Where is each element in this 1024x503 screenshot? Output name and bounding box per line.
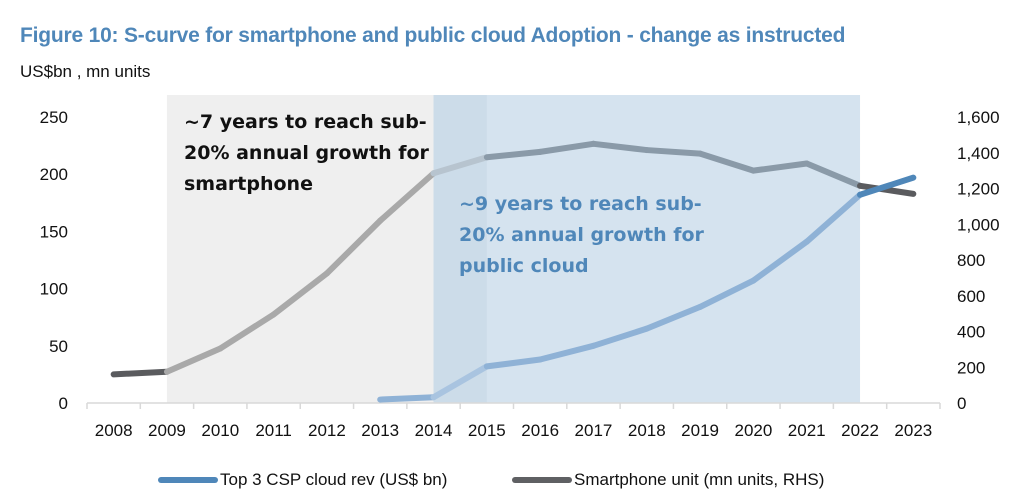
smartphone-line-segment xyxy=(110,368,170,378)
left-y-tick-label: 150 xyxy=(40,222,68,241)
smartphone-line-segment xyxy=(857,182,917,197)
left-y-tick-label: 0 xyxy=(59,394,68,413)
cloud-line-segment xyxy=(857,174,917,198)
smartphone-line-segment xyxy=(270,270,330,318)
legend-label-cloud: Top 3 CSP cloud rev (US$ bn) xyxy=(220,470,448,489)
left-y-tick-label: 50 xyxy=(49,337,68,356)
x-tick-label: 2018 xyxy=(628,421,666,440)
x-tick-label: 2010 xyxy=(201,421,239,440)
smartphone-line-segment xyxy=(643,147,704,157)
x-tick-label: 2017 xyxy=(575,421,613,440)
smartphone-line-segment xyxy=(697,150,757,174)
smartphone-line-segment xyxy=(323,217,384,277)
cloud-line-segment xyxy=(537,342,597,363)
cloud-line-segment xyxy=(697,277,757,310)
annotation-smartphone-line: smartphone xyxy=(184,173,313,195)
x-tick-label: 2023 xyxy=(894,421,932,440)
cloud-line-segment xyxy=(750,238,810,284)
right-y-tick-label: 0 xyxy=(957,394,966,413)
right-y-tick-label: 800 xyxy=(957,251,985,270)
smartphone-line-segment xyxy=(377,170,437,224)
cloud-line-segment xyxy=(483,356,544,370)
x-tick-label: 2016 xyxy=(521,421,559,440)
annotation-cloud-line: 20% annual growth for xyxy=(459,224,705,246)
smartphone-line-segment xyxy=(537,140,597,155)
right-y-tick-label: 1,000 xyxy=(957,215,1000,234)
axes: 2008 2009 2010 2011 2012 2013 2014 2015 2016 2017… xyxy=(40,108,1000,440)
smartphone-line-segment xyxy=(430,154,490,177)
legend: Top 3 CSP cloud rev (US$ bn) Smartphone … xyxy=(0,470,1024,496)
left-y-tick-label: 200 xyxy=(40,165,68,184)
x-tick-label: 2008 xyxy=(95,421,133,440)
smartphone-line-segment xyxy=(750,160,810,174)
chart-title: Figure 10: S-curve for smartphone and pu… xyxy=(20,24,846,47)
x-tick-label: 2019 xyxy=(681,421,719,440)
annotation-cloud-line: public cloud xyxy=(459,255,589,277)
left-y-tick-label: 250 xyxy=(40,108,68,127)
cloud-line-segment xyxy=(590,325,650,349)
legend-swatch-smartphone xyxy=(512,477,572,483)
shade-overlap xyxy=(433,95,487,403)
smartphone-line-segment xyxy=(217,311,277,352)
legend-item-smartphone: Smartphone unit (mn units, RHS) xyxy=(512,470,824,490)
smartphone-line-segment xyxy=(483,148,544,161)
x-tick-label: 2011 xyxy=(255,421,292,440)
right-y-tick-label: 200 xyxy=(957,358,985,377)
right-y-tick-label: 1,600 xyxy=(957,108,1000,127)
annotation-cloud-line: ~9 years to reach sub- xyxy=(459,193,702,215)
series-lines xyxy=(110,140,917,403)
right-y-tick-label: 1,400 xyxy=(957,144,1000,163)
annotations: ~7 years to reach sub- 20% annual growth … xyxy=(184,111,705,277)
x-tick-label: 2013 xyxy=(361,421,399,440)
left-y-tick-label: 100 xyxy=(40,280,68,299)
right-y-tick-label: 400 xyxy=(957,323,985,342)
shaded-regions xyxy=(166,95,861,403)
legend-swatch-cloud xyxy=(158,477,218,483)
cloud-line-segment xyxy=(430,363,490,401)
smartphone-line-segment xyxy=(590,140,650,154)
annotation-smartphone-line: ~7 years to reach sub- xyxy=(184,111,427,133)
cloud-line-segment xyxy=(803,191,864,245)
x-tick-label: 2022 xyxy=(841,421,879,440)
right-y-tick-label: 1,200 xyxy=(957,180,1000,199)
right-y-tick-label: 600 xyxy=(957,287,985,306)
x-tick-label: 2015 xyxy=(468,421,506,440)
legend-item-cloud: Top 3 CSP cloud rev (US$ bn) xyxy=(158,470,447,490)
x-tick-label: 2014 xyxy=(415,421,453,440)
smartphone-line-segment xyxy=(803,160,864,189)
legend-label-smartphone: Smartphone unit (mn units, RHS) xyxy=(574,470,825,489)
smartphone-line-segment xyxy=(163,345,224,375)
x-tick-label: 2020 xyxy=(734,421,772,440)
shade-cloud-adoption-period xyxy=(433,95,861,403)
x-tick-label: 2012 xyxy=(308,421,346,440)
x-tick-label: 2009 xyxy=(148,421,186,440)
x-tick-label: 2021 xyxy=(788,421,826,440)
units-label: US$bn , mn units xyxy=(20,62,151,81)
cloud-line-segment xyxy=(377,394,437,403)
annotation-smartphone-line: 20% annual growth for xyxy=(184,142,430,164)
cloud-line-segment xyxy=(643,303,704,332)
